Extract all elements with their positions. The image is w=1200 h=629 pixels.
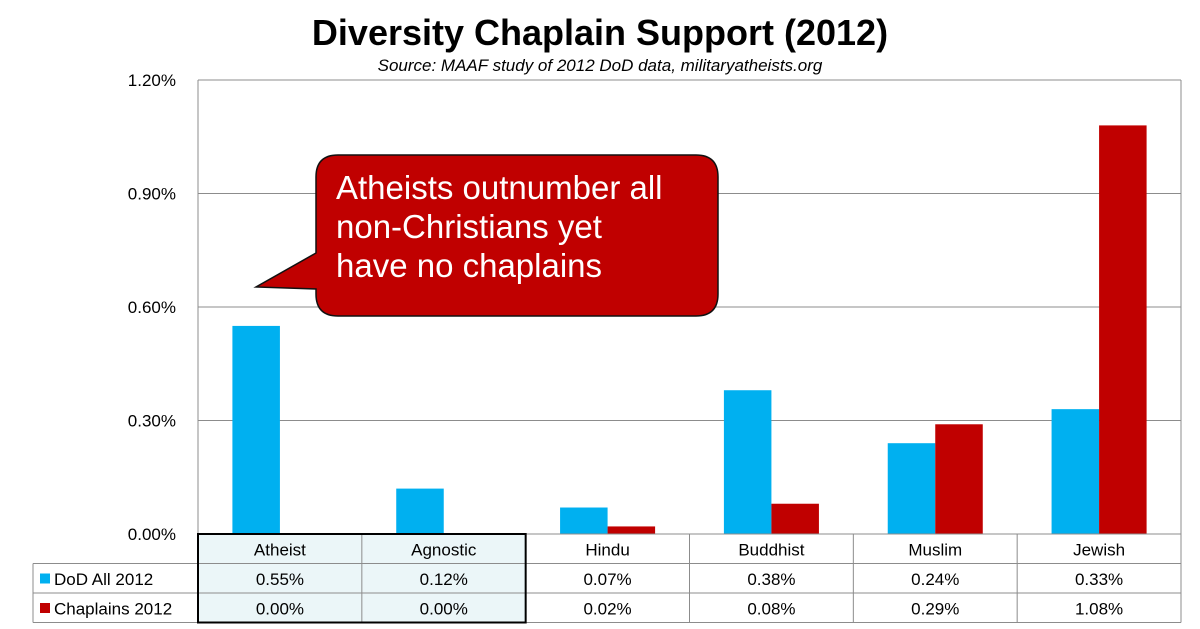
callout-text-line: non-Christians yet: [336, 208, 602, 245]
category-label: Hindu: [585, 541, 629, 560]
data-label: 0.29%: [911, 600, 959, 619]
data-label: 1.08%: [1075, 600, 1123, 619]
y-tick-label: 0.30%: [128, 412, 176, 431]
chart-subtitle: Source: MAAF study of 2012 DoD data, mil…: [377, 56, 823, 75]
legend-label: DoD All 2012: [54, 570, 153, 589]
data-label: 0.12%: [420, 570, 468, 589]
category-label: Atheist: [254, 541, 306, 560]
callout-text-line: Atheists outnumber all: [336, 169, 663, 206]
data-label: 0.33%: [1075, 570, 1123, 589]
data-label: 0.08%: [747, 600, 795, 619]
category-label: Agnostic: [411, 541, 477, 560]
category-label: Muslim: [908, 541, 962, 560]
bar: [396, 488, 444, 534]
category-label: Buddhist: [738, 541, 804, 560]
y-tick-label: 1.20%: [128, 71, 176, 90]
legend-swatch: [40, 573, 50, 584]
y-tick-label: 0.60%: [128, 298, 176, 317]
callout-text-line: have no chaplains: [336, 247, 602, 284]
y-tick-label: 0.00%: [128, 525, 176, 544]
bar: [560, 507, 608, 534]
data-table: Atheist Agnostic Hindu Buddhist Muslim Jewish…: [32, 533, 1182, 624]
bar: [232, 325, 280, 534]
callout-bubble: [253, 154, 719, 317]
legend-swatch: [40, 603, 50, 613]
bar: [1099, 125, 1147, 535]
data-label: 0.02%: [583, 600, 631, 619]
bar: [607, 526, 656, 534]
bar: [723, 390, 772, 534]
bar: [771, 503, 819, 534]
highlight-outline: [197, 533, 527, 624]
data-label: 0.24%: [911, 570, 959, 589]
bar: [887, 443, 936, 534]
category-label: Jewish: [1073, 541, 1125, 560]
data-label: 0.55%: [256, 570, 304, 589]
data-label: 0.00%: [420, 600, 468, 619]
bars: [232, 125, 1147, 535]
axes: 0.00% 0.30% 0.60% 0.90% 1.20%: [128, 71, 1182, 544]
legend-label: Chaplains 2012: [54, 600, 172, 619]
data-label: 0.38%: [747, 570, 795, 589]
y-tick-label: 0.90%: [128, 185, 176, 204]
data-label: 0.07%: [583, 570, 631, 589]
chart-title: Diversity Chaplain Support (2012): [311, 12, 889, 53]
bar: [935, 424, 983, 534]
bar: [1051, 409, 1100, 534]
data-label: 0.00%: [256, 600, 304, 619]
